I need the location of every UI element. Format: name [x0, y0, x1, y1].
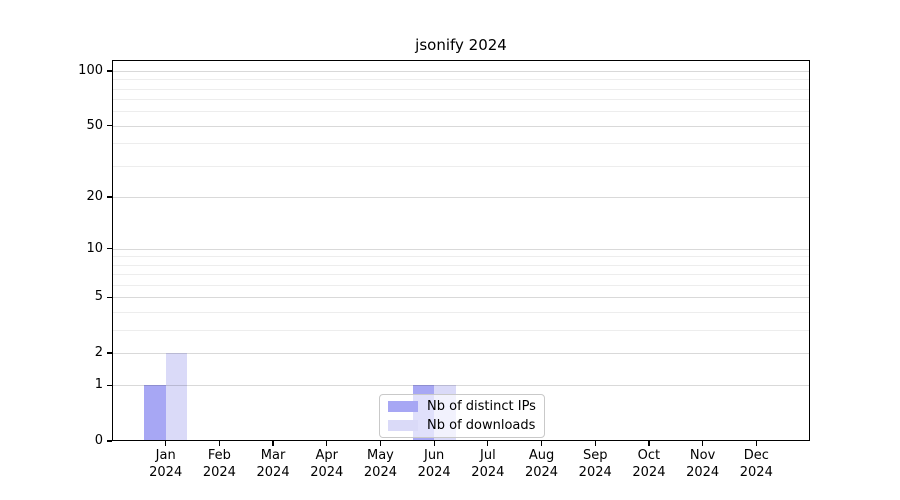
x-tick-mark [755, 441, 757, 446]
y-gridline-major [112, 71, 810, 72]
y-gridline-minor [112, 165, 810, 167]
x-tick-label: Aug 2024 [524, 448, 559, 480]
plot-area [112, 60, 810, 441]
chart-title: jsonify 2024 [415, 36, 507, 54]
legend-label: Nb of downloads [427, 418, 536, 433]
x-tick-label: Apr 2024 [310, 448, 344, 480]
y-tick-label: 5 [94, 289, 103, 305]
y-gridline-major [112, 352, 810, 354]
x-tick-label: Mar 2024 [256, 448, 290, 480]
x-tick-mark [218, 441, 221, 446]
x-tick-label: Feb 2024 [202, 448, 236, 480]
legend-swatch [388, 401, 418, 412]
y-gridline-major [112, 196, 810, 198]
y-gridline-major [112, 125, 810, 127]
legend-swatch [388, 420, 418, 431]
y-gridline-minor [112, 79, 810, 81]
x-tick-mark [487, 441, 489, 446]
bar-distinct-ips [144, 385, 166, 441]
x-tick-mark [433, 441, 435, 446]
y-gridline-minor [112, 143, 810, 145]
y-tick-mark [107, 248, 112, 250]
x-tick-mark [165, 441, 167, 446]
y-gridline-major [112, 248, 810, 250]
x-tick-mark [540, 441, 543, 446]
y-gridline-major [112, 297, 810, 299]
legend: Nb of distinct IPs Nb of downloads [379, 394, 545, 438]
y-gridline-minor [112, 264, 810, 266]
y-tick-mark [107, 352, 112, 354]
y-gridline-minor [112, 274, 810, 276]
x-tick-label: Oct 2024 [632, 448, 666, 480]
y-tick-label: 10 [86, 240, 103, 256]
y-gridline-minor [112, 311, 810, 313]
x-tick-label: May 2024 [363, 448, 397, 480]
x-tick-label: Jun 2024 [417, 448, 451, 480]
y-tick-mark [107, 296, 112, 298]
legend-label: Nb of distinct IPs [427, 399, 536, 414]
y-tick-mark [107, 384, 112, 387]
y-tick-label: 50 [86, 117, 103, 133]
y-tick-label: 1 [94, 377, 103, 393]
x-tick-mark [594, 441, 596, 446]
x-tick-label: Jul 2024 [471, 448, 505, 480]
legend-item: Nb of downloads [388, 418, 536, 433]
legend-item: Nb of distinct IPs [388, 399, 536, 414]
y-tick-mark [107, 196, 112, 198]
y-gridline-minor [112, 329, 810, 331]
x-tick-label: Sep 2024 [578, 448, 612, 480]
y-gridline-major [112, 385, 810, 387]
y-gridline-minor [112, 284, 810, 286]
y-tick-mark [107, 125, 112, 127]
x-tick-label: Jan 2024 [149, 448, 183, 480]
x-tick-label: Nov 2024 [686, 448, 720, 480]
bar-downloads [165, 352, 188, 441]
y-tick-label: 100 [78, 63, 103, 78]
x-tick-mark [701, 441, 704, 446]
y-gridline-minor [112, 111, 810, 113]
y-tick-label: 0 [94, 433, 103, 448]
x-tick-mark [379, 441, 382, 446]
x-tick-mark [326, 441, 328, 446]
y-tick-label: 20 [86, 188, 103, 204]
y-gridline-minor [112, 99, 810, 101]
x-tick-mark [648, 441, 650, 446]
y-gridline-minor [112, 88, 810, 90]
y-gridline-minor [112, 256, 810, 258]
y-tick-mark [107, 440, 112, 442]
x-tick-label: Dec 2024 [739, 448, 773, 480]
y-tick-mark [107, 70, 112, 72]
x-tick-mark [272, 441, 274, 446]
y-tick-label: 2 [94, 344, 103, 360]
